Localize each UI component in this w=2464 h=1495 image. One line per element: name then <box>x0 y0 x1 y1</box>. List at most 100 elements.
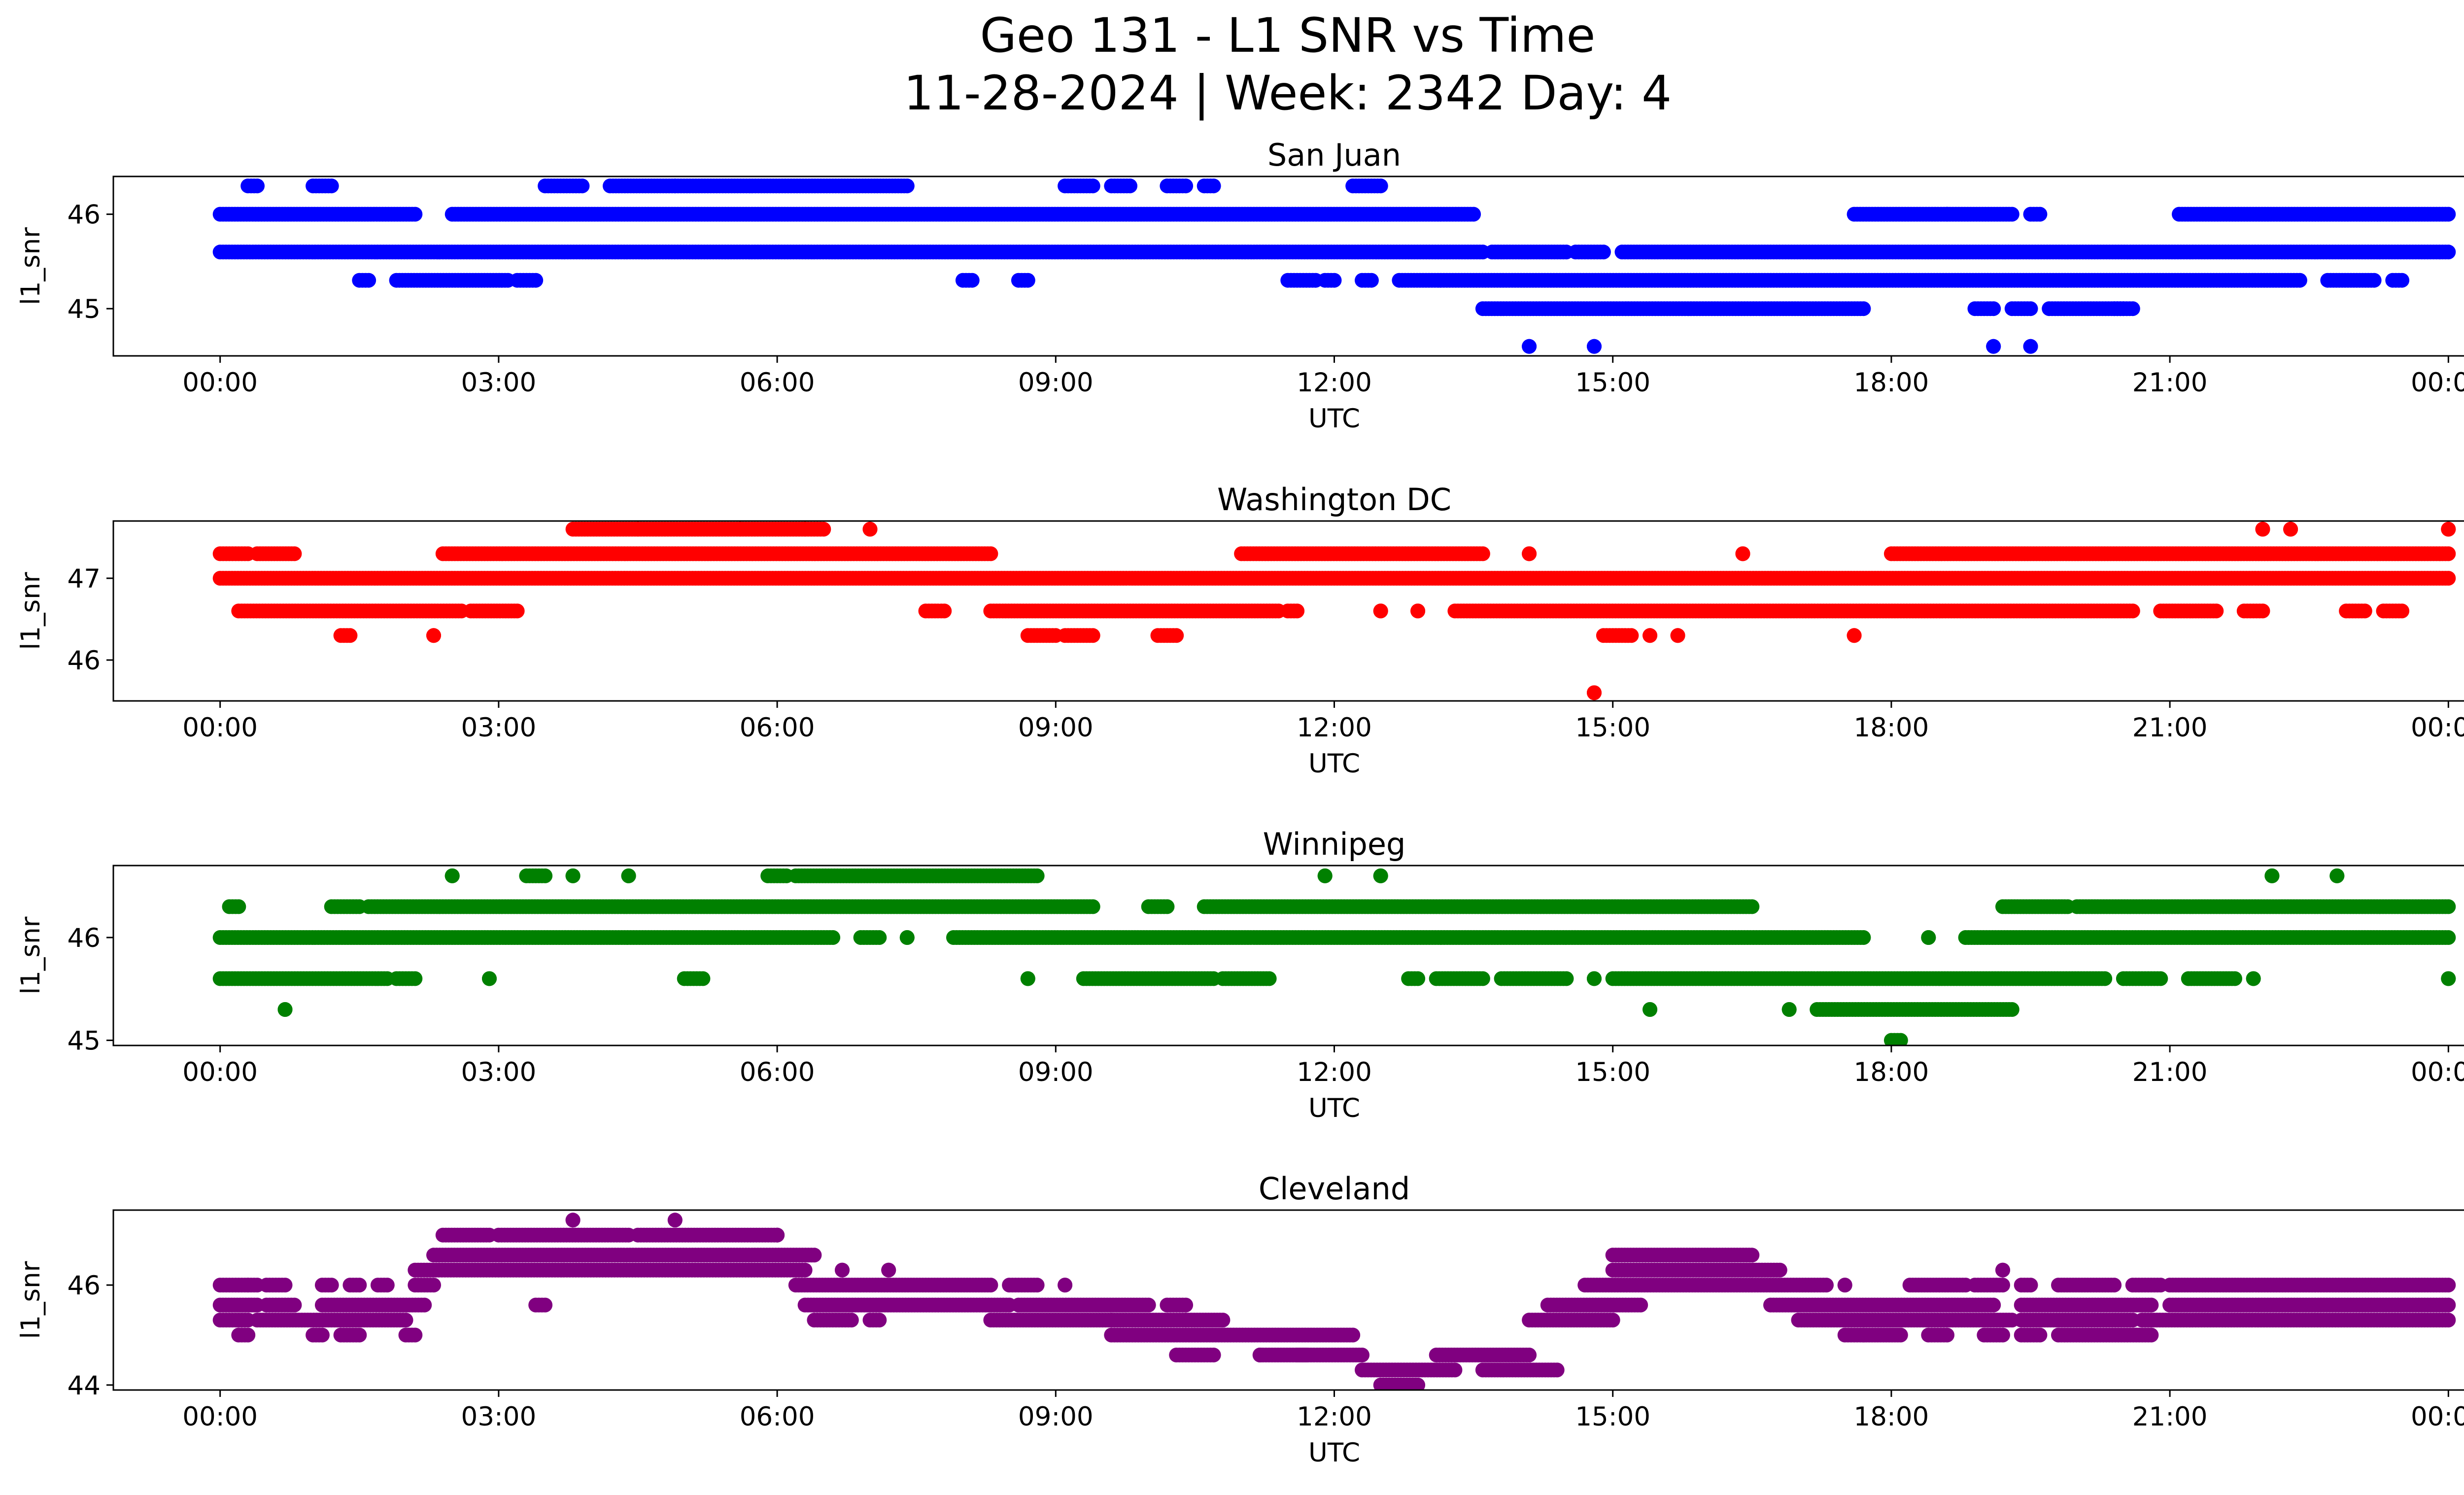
data-point <box>1670 628 1685 643</box>
data-point <box>1847 628 1862 643</box>
chart-title-line2: 11-28-2024 | Week: 2342 Day: 4 <box>904 66 1672 121</box>
data-point <box>408 207 423 222</box>
y-axis-label: l1_snr <box>16 227 46 305</box>
data-point <box>1364 273 1379 288</box>
data-point <box>2292 273 2307 288</box>
data-point <box>2441 244 2456 260</box>
data-point <box>1020 273 1035 288</box>
data-point <box>2255 603 2270 619</box>
panel-title: Washington DC <box>1217 482 1451 518</box>
data-point <box>1596 244 1611 260</box>
data-points <box>212 178 2456 354</box>
x-tick-label: 12:00 <box>1297 713 1372 743</box>
panel-title: San Juan <box>1267 137 1401 173</box>
data-point <box>2441 899 2456 914</box>
data-point <box>2357 603 2372 619</box>
data-point <box>621 868 636 883</box>
data-point <box>1475 546 1490 561</box>
data-point <box>937 603 952 619</box>
data-point <box>2023 339 2038 354</box>
x-tick-label: 09:00 <box>1018 368 1094 398</box>
data-points <box>212 868 2456 1045</box>
data-point <box>2032 207 2048 222</box>
data-point <box>1856 301 1871 316</box>
x-tick-label: 00:00 <box>182 368 258 398</box>
data-point <box>2283 522 2298 537</box>
data-point <box>2329 868 2345 883</box>
data-point <box>1735 546 1750 561</box>
data-point <box>1373 178 1388 194</box>
data-point <box>1373 868 1388 883</box>
data-point <box>1169 628 1184 643</box>
data-point <box>1522 546 1537 561</box>
data-point <box>1327 273 1342 288</box>
data-point <box>1466 207 1481 222</box>
x-tick-label: 15:00 <box>1575 713 1650 743</box>
data-point <box>538 868 553 883</box>
data-point <box>816 522 831 537</box>
data-point <box>1587 685 1602 700</box>
data-point <box>361 273 376 288</box>
data-point <box>250 178 265 194</box>
data-point <box>2441 546 2456 561</box>
x-tick-label: 18:00 <box>1854 368 1929 398</box>
data-point <box>2441 522 2456 537</box>
data-point <box>2264 868 2280 883</box>
data-point <box>1745 899 1760 914</box>
data-point <box>964 273 980 288</box>
data-point <box>1123 178 1137 194</box>
data-point <box>1178 178 1194 194</box>
data-point <box>426 628 441 643</box>
data-point <box>1373 603 1388 619</box>
data-point <box>983 546 998 561</box>
x-tick-label: 21:00 <box>2132 713 2208 743</box>
data-point <box>899 178 915 194</box>
data-point <box>1206 178 1221 194</box>
data-point <box>2395 603 2410 619</box>
data-point <box>1085 178 1100 194</box>
data-point <box>528 273 544 288</box>
y-tick-label: 46 <box>68 646 101 676</box>
data-point <box>1587 339 1602 354</box>
data-point <box>2441 207 2456 222</box>
x-tick-label: 06:00 <box>740 713 815 743</box>
data-point <box>1085 628 1100 643</box>
x-tick-label: 00:00 <box>2411 368 2464 398</box>
data-point <box>2209 603 2224 619</box>
x-tick-label: 15:00 <box>1575 368 1650 398</box>
data-point <box>324 178 339 194</box>
data-point <box>2023 301 2038 316</box>
data-point <box>1410 603 1426 619</box>
x-axis-label: UTC <box>1308 404 1360 434</box>
data-point <box>231 899 246 914</box>
data-point <box>565 868 581 883</box>
data-points <box>212 522 2456 700</box>
y-axis-label: l1_snr <box>16 572 46 650</box>
data-point <box>287 546 302 561</box>
data-point <box>825 930 841 945</box>
x-tick-label: 00:00 <box>2411 713 2464 743</box>
x-tick-label: 18:00 <box>1854 713 1929 743</box>
x-tick-label: 00:00 <box>182 713 258 743</box>
panel-title: Winnipeg <box>1263 826 1406 862</box>
data-point <box>2004 207 2019 222</box>
data-point <box>1522 339 1537 354</box>
data-point <box>899 930 915 945</box>
data-point <box>510 603 525 619</box>
data-point <box>342 628 358 643</box>
data-point <box>1317 868 1333 883</box>
data-point <box>2395 273 2410 288</box>
data-point <box>575 178 590 194</box>
y-tick-label: 47 <box>68 564 101 594</box>
y-tick-label: 45 <box>68 294 101 324</box>
data-point <box>862 522 878 537</box>
x-tick-label: 12:00 <box>1297 368 1372 398</box>
data-point <box>2255 522 2270 537</box>
data-point <box>1160 899 1175 914</box>
data-point <box>1029 868 1045 883</box>
